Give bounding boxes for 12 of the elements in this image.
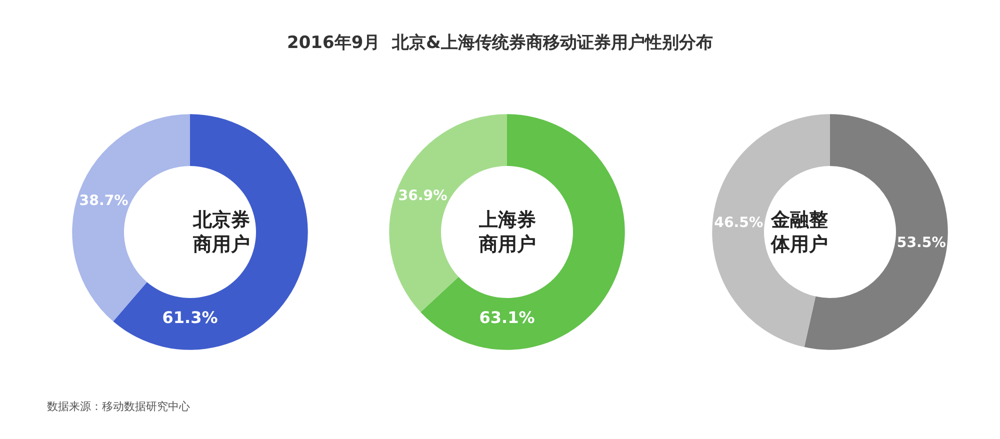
data-label: 46.5% [714, 214, 764, 231]
text: 金融整体用户 [770, 209, 828, 256]
donut-slice [712, 114, 830, 348]
text: 2016年9月 北京&上海传统券商移动证券用户性别分布 [287, 33, 713, 53]
text: 北京券商用户 [192, 209, 250, 256]
data-label: 53.5% [896, 234, 946, 251]
text: 上海券商用户 [478, 209, 536, 256]
data-label: 63.1% [479, 308, 535, 328]
data-label: 38.7% [79, 192, 128, 209]
data-label: 61.3% [162, 308, 218, 328]
source-note: 数据来源：移动数据研究中心 [47, 400, 190, 413]
data-label: 36.9% [398, 188, 448, 204]
